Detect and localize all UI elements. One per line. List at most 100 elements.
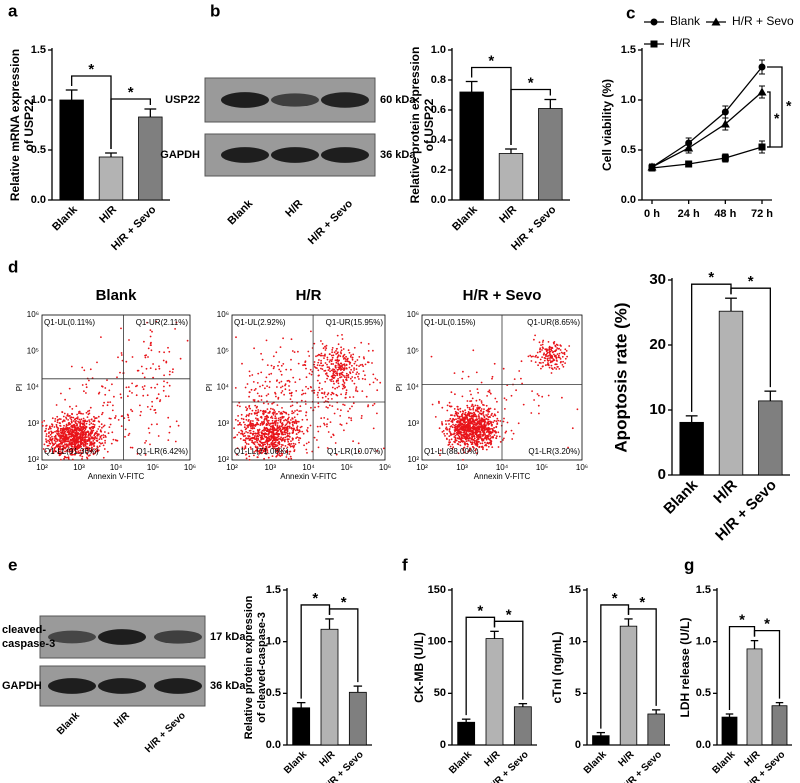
flow-dot <box>280 436 282 439</box>
flow-dot <box>462 431 465 434</box>
flow-dot <box>71 412 73 415</box>
flow-dot <box>61 432 63 434</box>
flow-dot <box>276 453 279 456</box>
flow-dot <box>337 364 340 366</box>
flow-dot <box>459 438 462 440</box>
flow-dot <box>135 385 137 388</box>
flow-dot <box>345 422 348 425</box>
flow-dot <box>263 457 265 460</box>
flow-dot <box>74 444 76 447</box>
flow-dot <box>255 417 257 420</box>
flow-dot <box>482 412 484 415</box>
significance-label: * <box>639 594 645 611</box>
flow-dot <box>67 446 70 448</box>
flow-dot <box>237 420 239 422</box>
flow-dot <box>288 421 290 423</box>
flow-dot <box>248 458 251 461</box>
flow-dot <box>430 355 433 358</box>
flow-dot <box>117 356 119 359</box>
flow-dot <box>450 391 453 394</box>
flow-dot <box>265 417 268 420</box>
flow-dot <box>472 405 475 408</box>
flow-dot <box>252 422 254 425</box>
flow-dot <box>477 422 480 425</box>
flow-dot <box>298 430 301 433</box>
flow-dot <box>538 350 541 353</box>
flow-dot <box>466 433 468 436</box>
flow-dot <box>345 374 348 377</box>
flow-dot <box>483 408 485 410</box>
flow-dot <box>555 354 557 357</box>
flow-dot <box>481 439 483 441</box>
flow-dot <box>321 388 323 390</box>
y-axis-label: CK-MB (U/L) <box>412 632 426 703</box>
blot-row-label: USP22 <box>165 94 200 106</box>
flow-dot <box>42 448 45 450</box>
y-axis-label: Relative mRNA expression <box>8 49 22 201</box>
flow-dot <box>291 350 294 352</box>
flow-dot <box>478 434 481 436</box>
flow-dot <box>102 425 105 428</box>
flow-dot <box>293 445 296 447</box>
flow-dot <box>96 445 99 448</box>
flow-dot <box>318 359 320 361</box>
flow-dot <box>306 430 309 433</box>
flow-dot <box>102 456 105 459</box>
flow-dot <box>367 350 370 352</box>
flow-dot <box>469 422 472 425</box>
flow-dot <box>305 414 307 417</box>
flow-dot <box>479 424 482 426</box>
flow-dot <box>295 390 298 392</box>
flow-dot <box>360 417 363 419</box>
flow-dot <box>265 424 268 427</box>
flow-dot <box>453 440 455 443</box>
flow-dot <box>150 386 153 389</box>
flow-dot <box>57 432 60 434</box>
significance-label: * <box>341 594 347 611</box>
error-bar <box>518 703 528 707</box>
flow-dot <box>471 441 474 444</box>
flow-dot <box>327 369 330 371</box>
flow-dot <box>548 352 551 354</box>
flow-dot <box>294 381 297 383</box>
flow-dot <box>354 360 357 363</box>
y-tick-label: 10 <box>649 401 666 418</box>
flow-dot <box>325 344 328 347</box>
flow-dot <box>248 455 251 458</box>
flow-dot <box>305 411 308 414</box>
flow-dot <box>48 440 51 443</box>
flow-dot <box>324 395 327 398</box>
flow-dot <box>277 438 280 440</box>
flow-dot <box>57 452 59 454</box>
flow-dot <box>77 420 79 423</box>
flow-dot <box>466 430 468 433</box>
flow-dot <box>83 369 86 372</box>
flow-dot <box>444 435 446 437</box>
flow-dot <box>78 444 81 447</box>
flow-dot <box>518 370 521 372</box>
flow-dot <box>289 450 292 453</box>
flow-dot <box>317 405 320 408</box>
flow-dot <box>66 427 69 430</box>
flow-dot <box>264 380 267 383</box>
flow-dot <box>127 386 130 388</box>
flow-dot <box>89 368 92 371</box>
flow-dot <box>76 448 78 450</box>
flow-dot <box>491 412 493 415</box>
flow-dot <box>487 410 489 413</box>
flow-x-tick-label: 10⁴ <box>110 463 123 472</box>
blot-lane-label: Blank <box>55 710 82 737</box>
flow-dot <box>290 338 293 341</box>
flow-dot <box>548 347 551 349</box>
flow-dot <box>93 424 96 426</box>
flow-dot <box>306 427 309 429</box>
flow-dot <box>564 362 566 364</box>
flow-dot <box>242 433 244 436</box>
flow-dot <box>274 429 276 431</box>
flow-dot <box>283 419 285 422</box>
flow-dot <box>281 433 284 436</box>
flow-dot <box>488 433 490 436</box>
flow-dot <box>65 445 68 448</box>
flow-dot <box>68 450 71 453</box>
flow-dot <box>472 435 474 438</box>
